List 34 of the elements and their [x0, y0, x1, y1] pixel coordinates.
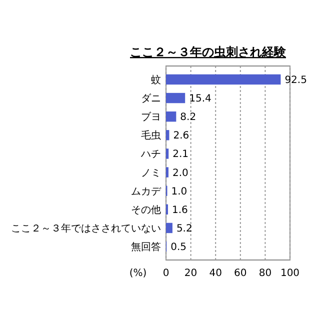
data-label: 2.6 — [173, 130, 190, 142]
x-tick-label: 0 — [162, 268, 170, 279]
y-tick-label: その他 — [131, 204, 161, 216]
data-label: 0.5 — [170, 242, 187, 254]
data-label: 2.1 — [172, 149, 189, 160]
y-tick-label: 毛虫 — [141, 130, 161, 142]
y-tick-label: 蚊 — [151, 74, 161, 86]
chart-title: ここ２～３年の虫刺され経験 — [130, 45, 287, 59]
data-label: 1.0 — [171, 186, 188, 198]
y-tick-label: ブヨ — [141, 111, 161, 124]
bar — [166, 130, 170, 140]
y-tick-label: 無回答 — [131, 241, 161, 254]
bar — [166, 74, 281, 85]
x-axis-title: (%) — [129, 268, 147, 279]
data-label: 1.6 — [172, 204, 188, 216]
x-tick-label: 40 — [209, 268, 222, 279]
x-tick-label: 100 — [280, 268, 300, 279]
y-tick-label: ダニ — [141, 92, 161, 105]
x-tick-label: 80 — [258, 268, 272, 279]
bar — [166, 92, 186, 104]
y-tick-label: ここ２～３年ではさされていない — [11, 222, 161, 234]
bar — [166, 111, 176, 122]
y-tick-label: ノミ — [141, 168, 161, 179]
data-label: 8.2 — [180, 112, 196, 124]
x-tick-label: 60 — [234, 268, 247, 279]
data-label: 5.2 — [176, 223, 192, 234]
x-tick-label: 20 — [184, 268, 198, 279]
data-label: 15.4 — [189, 94, 212, 105]
bar — [166, 222, 172, 234]
data-label: 92.5 — [284, 74, 307, 86]
bar — [166, 148, 169, 159]
data-label: 2.0 — [172, 168, 188, 179]
y-tick-label: ムカデ — [131, 186, 162, 198]
y-tick-label: ハチ — [140, 149, 161, 160]
